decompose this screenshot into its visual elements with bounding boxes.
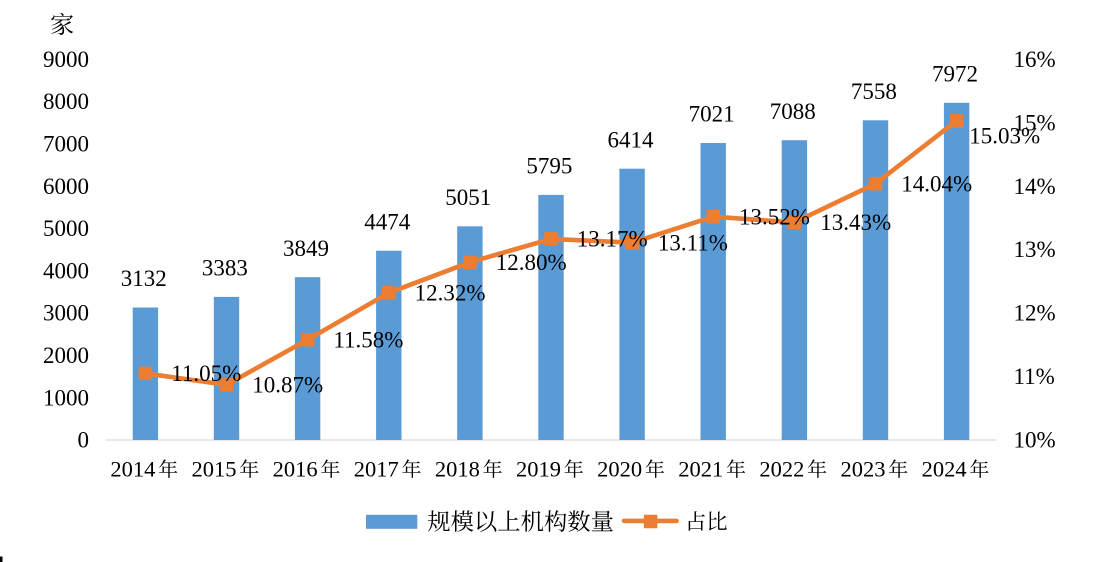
svg-text:14%: 14% (1014, 174, 1056, 199)
svg-text:12.80%: 12.80% (496, 250, 567, 275)
svg-text:8000: 8000 (43, 89, 89, 114)
svg-text:2018: 2018 (435, 456, 480, 481)
svg-text:5000: 5000 (43, 216, 89, 241)
svg-text:7088: 7088 (770, 99, 816, 124)
svg-text:3132: 3132 (121, 266, 167, 291)
svg-text:0: 0 (78, 428, 90, 453)
svg-text:7558: 7558 (851, 79, 897, 104)
svg-text:1000: 1000 (43, 385, 89, 410)
svg-text:12.32%: 12.32% (415, 280, 486, 305)
svg-text:2021: 2021 (678, 456, 723, 481)
svg-text:11%: 11% (1014, 364, 1055, 389)
svg-text:16%: 16% (1014, 47, 1056, 72)
svg-text:2024: 2024 (922, 456, 967, 481)
svg-text:4000: 4000 (43, 258, 89, 283)
svg-text:13.52%: 13.52% (739, 204, 810, 229)
svg-text:7021: 7021 (689, 102, 735, 127)
svg-text:15%: 15% (1014, 110, 1056, 135)
svg-text:7972: 7972 (932, 61, 978, 86)
svg-text:13%: 13% (1014, 237, 1056, 262)
svg-text:11.58%: 11.58% (333, 327, 403, 352)
svg-text:2014: 2014 (110, 456, 155, 481)
svg-text:14.04%: 14.04% (901, 171, 972, 196)
svg-text:3000: 3000 (43, 301, 89, 326)
svg-text:2023: 2023 (841, 456, 886, 481)
svg-text:9000: 9000 (43, 47, 89, 72)
svg-text:13.17%: 13.17% (577, 227, 648, 252)
svg-text:15.03%: 15.03% (969, 123, 1040, 148)
svg-text:2020: 2020 (597, 456, 642, 481)
svg-text:3383: 3383 (202, 256, 248, 281)
svg-text:6000: 6000 (43, 174, 89, 199)
svg-text:2019: 2019 (516, 456, 561, 481)
svg-text:10%: 10% (1014, 428, 1056, 453)
svg-text:7000: 7000 (43, 132, 89, 157)
svg-text:3849: 3849 (283, 236, 329, 261)
svg-text:12%: 12% (1014, 301, 1056, 326)
svg-text:5051: 5051 (445, 185, 491, 210)
svg-text:2016: 2016 (273, 456, 318, 481)
svg-text:2000: 2000 (43, 343, 89, 368)
svg-text:4474: 4474 (364, 209, 411, 234)
svg-text:11.05%: 11.05% (171, 361, 241, 386)
svg-text:6414: 6414 (608, 127, 655, 152)
svg-text:2015: 2015 (192, 456, 237, 481)
svg-text:13.11%: 13.11% (658, 230, 728, 255)
svg-text:2017: 2017 (354, 456, 399, 481)
svg-text:13.43%: 13.43% (820, 210, 891, 235)
svg-text:2022: 2022 (759, 456, 804, 481)
svg-text:10.87%: 10.87% (252, 372, 323, 397)
svg-text:5795: 5795 (526, 154, 572, 179)
